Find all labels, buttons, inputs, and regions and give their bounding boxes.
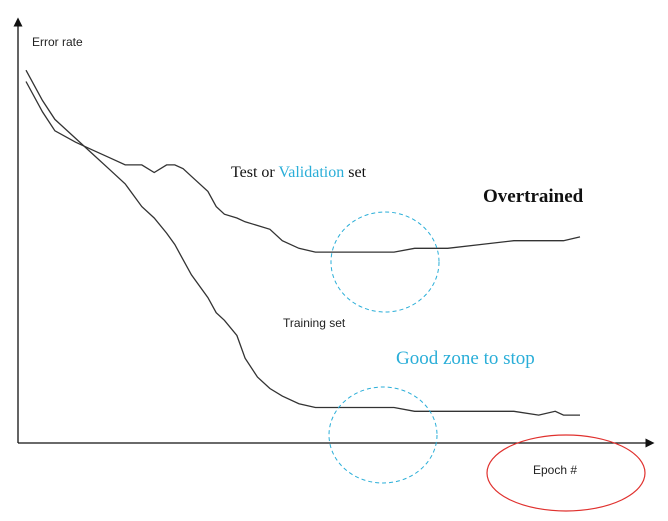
good-zone-label: Good zone to stop <box>396 348 535 369</box>
y-axis-label: Error rate <box>32 35 83 49</box>
test-validation-curve <box>25 81 581 253</box>
stop-zone-circle-training <box>328 386 438 484</box>
stop-zone-circle-validation <box>330 211 440 313</box>
training-set-label: Training set <box>283 316 346 330</box>
x-axis-label: Epoch # <box>533 463 577 477</box>
test-validation-label: Test or Validation set <box>231 164 367 181</box>
overtrained-label: Overtrained <box>483 186 584 207</box>
training-curve <box>25 69 580 416</box>
test-label-prefix: Test or <box>231 164 278 181</box>
validation-word: Validation <box>278 164 344 181</box>
test-label-suffix: set <box>344 164 366 181</box>
epoch-circle <box>486 434 646 512</box>
